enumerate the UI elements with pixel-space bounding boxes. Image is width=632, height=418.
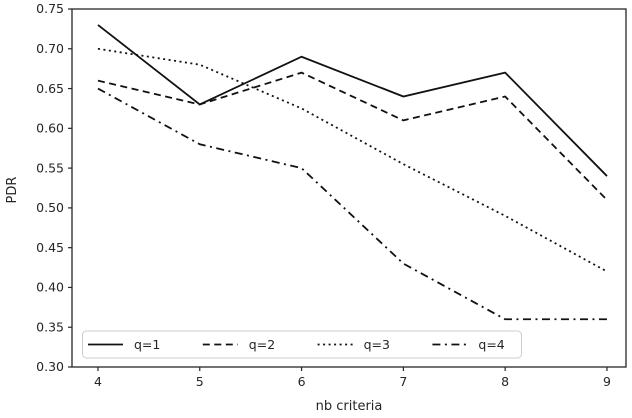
y-tick-label: 0.60: [36, 121, 64, 136]
series-lines: [97, 24, 608, 321]
axis-ticks: 4 5 6 7 8 9 0.30 0.35 0.40 0.45 0.50 0.55 0.60 0.65 0.…: [36, 1, 611, 389]
series-line-q4: [97, 87, 607, 321]
y-tick-label: 0.75: [36, 1, 64, 16]
legend-label-q1: q=1: [134, 337, 160, 352]
x-tick-label: 8: [501, 374, 509, 389]
legend-box: [82, 330, 522, 359]
y-tick-label: 0.45: [36, 240, 64, 255]
y-tick-label: 0.70: [36, 41, 64, 56]
y-tick-label: 0.65: [36, 81, 64, 96]
x-tick-label: 6: [298, 374, 306, 389]
series-line-q3: [97, 47, 608, 273]
legend-label-q3: q=3: [364, 337, 390, 352]
x-tick-label: 9: [603, 374, 611, 389]
y-axis-label: PDR: [5, 177, 20, 204]
y-tick-label: 0.35: [36, 319, 64, 334]
plot-frame: [71, 8, 627, 368]
series-line-q1: [97, 24, 608, 177]
x-tick-label: 4: [94, 374, 102, 389]
y-tick-label: 0.30: [36, 359, 64, 374]
legend-label-q4: q=4: [478, 337, 504, 352]
x-tick-label: 7: [399, 374, 407, 389]
legend: q=1 q=2 q=3 q=4: [82, 330, 522, 359]
plot-border: [71, 8, 627, 368]
y-tick-label: 0.55: [36, 160, 64, 175]
x-axis-label: nb criteria: [316, 399, 383, 414]
x-tick-label: 5: [196, 374, 204, 389]
y-tick-label: 0.50: [36, 200, 64, 215]
y-tick-label: 0.40: [36, 280, 64, 295]
legend-label-q2: q=2: [249, 337, 275, 352]
series-line-q2: [97, 71, 608, 201]
